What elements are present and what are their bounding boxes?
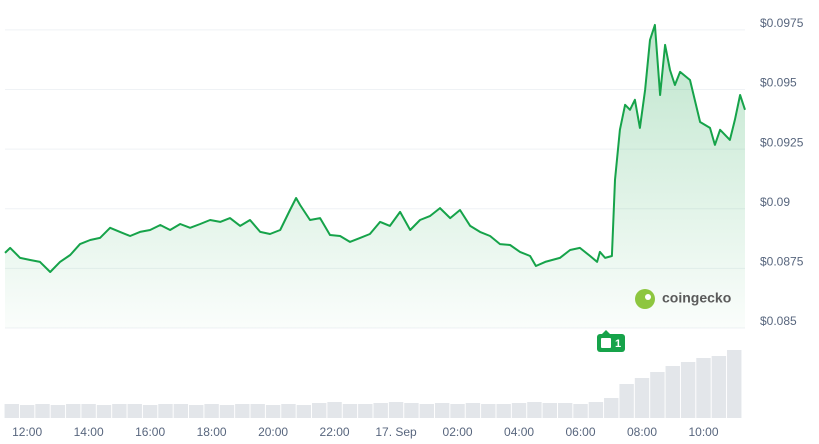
volume-bar	[265, 405, 281, 418]
volume-bar	[465, 403, 481, 418]
volume-bar	[4, 404, 19, 418]
y-tick-label: $0.09	[760, 195, 790, 209]
annotation-badge: 1	[597, 330, 625, 352]
annotation-text: 1	[615, 338, 621, 350]
x-tick-label: 08:00	[627, 425, 657, 439]
watermark: coingecko	[635, 289, 731, 309]
volume-bar	[634, 378, 650, 418]
volume-bar	[296, 405, 312, 418]
volume-bar	[112, 404, 127, 418]
volume-bar	[81, 404, 96, 418]
volume-bar	[250, 404, 265, 418]
y-tick-label: $0.095	[760, 76, 797, 90]
y-tick-label: $0.0975	[760, 16, 804, 30]
volume-bar	[665, 366, 680, 418]
volume-bar	[434, 403, 450, 418]
volume-bar	[696, 358, 711, 418]
x-tick-label: 17. Sep	[375, 425, 417, 439]
volume-bar	[281, 404, 296, 418]
volume-bar	[66, 404, 81, 418]
price-area	[5, 24, 745, 329]
volume-bar	[527, 402, 542, 418]
volume-bar	[373, 403, 388, 418]
volume-bar	[142, 405, 158, 418]
volume-bar	[327, 402, 342, 418]
volume-bar	[496, 404, 511, 418]
volume-bar	[650, 372, 665, 418]
volume-bar	[50, 405, 66, 418]
volume-bar	[711, 356, 727, 418]
y-tick-label: $0.085	[760, 314, 797, 328]
y-tick-label: $0.0925	[760, 135, 804, 149]
volume-bar	[96, 405, 112, 418]
x-tick-label: 20:00	[258, 425, 288, 439]
volume-bar	[680, 362, 696, 418]
volume-bar	[19, 405, 35, 418]
volume-bar	[727, 350, 742, 418]
logo	[635, 289, 655, 309]
x-tick-label: 18:00	[197, 425, 227, 439]
volume-bar	[542, 403, 557, 418]
volume-bar	[450, 404, 465, 418]
x-tick-label: 12:00	[12, 425, 42, 439]
volume-bar	[388, 402, 404, 418]
volume-bar	[127, 404, 142, 418]
volume-bar	[358, 404, 373, 418]
volume-bar	[173, 404, 189, 418]
plot: $0.085$0.0875$0.09$0.0925$0.095$0.097512…	[4, 16, 804, 439]
volume-bar	[419, 404, 435, 418]
y-tick-label: $0.0875	[760, 255, 804, 269]
volume-bar	[311, 403, 327, 418]
volume-bar	[235, 404, 250, 418]
volume-bar	[342, 404, 358, 418]
price-line	[4, 23, 746, 273]
x-tick-label: 10:00	[688, 425, 718, 439]
volume-bar	[557, 403, 573, 418]
volume-bar	[588, 402, 604, 418]
volume-bar	[35, 404, 50, 418]
badge-pointer	[602, 330, 610, 334]
volume-bar	[511, 403, 527, 418]
badge-icon	[601, 338, 611, 348]
volume-bar	[481, 404, 496, 418]
volume-bar	[158, 404, 173, 418]
volume-bar	[619, 384, 634, 418]
logo-eye	[645, 294, 651, 300]
x-tick-label: 22:00	[320, 425, 350, 439]
volume-bar	[219, 405, 235, 418]
x-tick-label: 16:00	[135, 425, 165, 439]
volume-bar	[189, 405, 204, 418]
volume-bar	[604, 398, 619, 418]
x-tick-label: 02:00	[443, 425, 473, 439]
volume-bar	[404, 403, 419, 418]
volume-bar	[204, 404, 219, 418]
x-tick-label: 06:00	[566, 425, 596, 439]
x-tick-label: 14:00	[74, 425, 104, 439]
watermark-text: coingecko	[662, 290, 731, 306]
volume-bar	[573, 404, 588, 418]
x-tick-label: 04:00	[504, 425, 534, 439]
